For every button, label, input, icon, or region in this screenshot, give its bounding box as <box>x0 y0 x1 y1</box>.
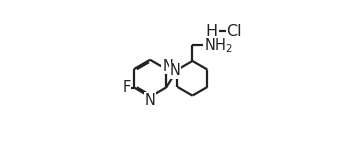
Text: H: H <box>205 24 218 39</box>
Text: Cl: Cl <box>227 24 242 39</box>
Text: N: N <box>162 59 173 73</box>
Text: F: F <box>122 80 130 95</box>
Text: N: N <box>170 63 181 78</box>
Text: NH$_2$: NH$_2$ <box>204 36 233 55</box>
Text: N: N <box>145 93 155 108</box>
